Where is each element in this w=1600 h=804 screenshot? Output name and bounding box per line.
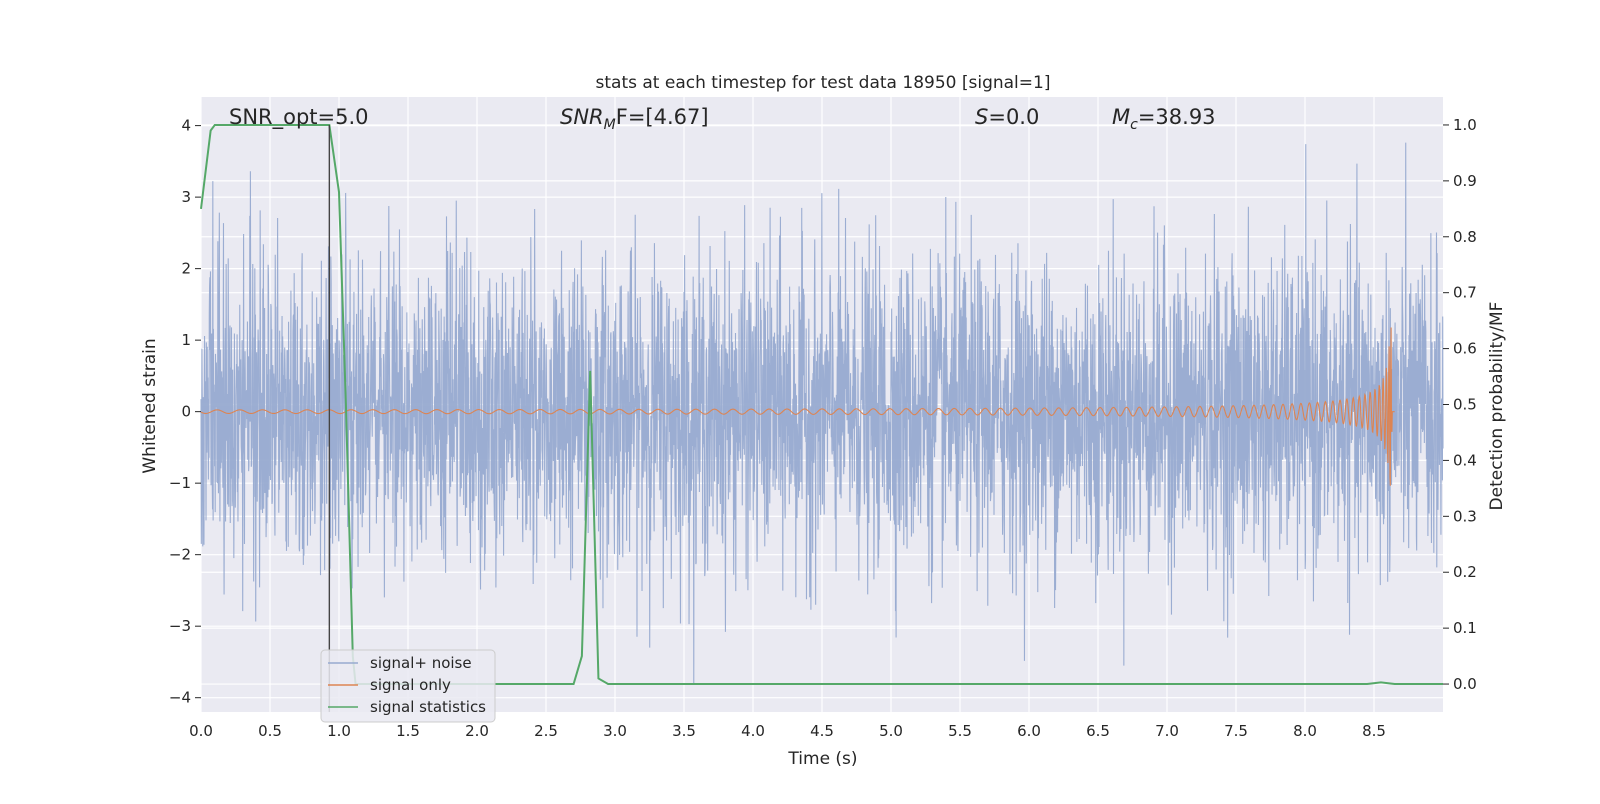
- y-right-tick-label: 0.7: [1453, 284, 1477, 302]
- legend-box: [320, 649, 496, 723]
- x-tick-label: 2.0: [465, 722, 489, 740]
- chart-title: stats at each timestep for test data 189…: [596, 73, 1051, 93]
- x-tick-label: 2.5: [534, 722, 558, 740]
- x-tick-label: 0.0: [189, 722, 213, 740]
- annotation-mc: Mc=38.93: [1112, 105, 1216, 133]
- mc-label: M: [1112, 105, 1130, 129]
- annotation-s: S=0.0: [975, 105, 1039, 129]
- x-tick-label: 8.0: [1293, 722, 1317, 740]
- x-tick-label: 3.0: [603, 722, 627, 740]
- y-axis-label: Whitened strain: [140, 338, 160, 473]
- x-tick-label: 6.0: [1017, 722, 1041, 740]
- y-right-tick-label: 0.1: [1453, 619, 1477, 637]
- legend: signal+ noise signal only signal statist…: [320, 649, 496, 723]
- x-tick-label: 0.5: [258, 722, 282, 740]
- y-tick-label: −3: [169, 617, 191, 635]
- x-axis-label: Time (s): [787, 749, 857, 769]
- y-tick-label: 3: [181, 188, 191, 206]
- y-axis-label-right: Detection probability/MF: [1487, 302, 1507, 511]
- x-tick-label: 6.5: [1086, 722, 1110, 740]
- legend-label-signal-plus-noise: signal+ noise: [370, 654, 472, 672]
- x-tick-label: 7.0: [1155, 722, 1179, 740]
- annotation-snr-mf: SNRMF=[4.67]: [560, 105, 709, 133]
- x-ticks: 0.0 0.5 1.0 1.5 2.0 2.5 3.0 3.5 4.0 4.5 5.0 5.5 6.0 6…: [189, 722, 1386, 740]
- annotation-snr-opt: SNR_opt=5.0: [229, 105, 369, 130]
- mc-subscript: c: [1130, 117, 1138, 133]
- y-ticks-right: 1.0 0.9 0.8 0.7 0.6 0.5 0.4 0.3 0.2 0.1 0.0: [1443, 116, 1477, 693]
- snr-mf-value: F=[4.67]: [616, 105, 709, 129]
- snr-mf-subscript: M: [604, 117, 616, 133]
- y-tick-label: 1: [181, 331, 191, 349]
- x-tick-label: 1.0: [327, 722, 351, 740]
- y-right-tick-label: 1.0: [1453, 116, 1477, 134]
- y-right-tick-label: 0.9: [1453, 172, 1477, 190]
- legend-label-signal-only: signal only: [370, 676, 451, 694]
- x-tick-label: 4.0: [741, 722, 765, 740]
- series-signal-plus-noise: [200, 142, 1444, 684]
- y-right-tick-label: 0.3: [1453, 507, 1477, 525]
- s-value: =0.0: [988, 105, 1039, 129]
- x-tick-label: 5.5: [948, 722, 972, 740]
- legend-label-signal-statistics: signal statistics: [370, 698, 486, 716]
- x-tick-label: 8.5: [1362, 722, 1386, 740]
- y-right-tick-label: 0.6: [1453, 340, 1477, 358]
- y-right-tick-label: 0.2: [1453, 563, 1477, 581]
- series-signal-only: [200, 327, 1395, 486]
- signal-only-line: [200, 327, 1395, 486]
- snr-mf-label: SNR: [560, 105, 604, 129]
- y-tick-label: −2: [169, 546, 191, 564]
- x-tick-label: 5.0: [879, 722, 903, 740]
- s-label: S: [975, 105, 988, 129]
- y-tick-label: −1: [169, 474, 191, 492]
- y-right-tick-label: 0.8: [1453, 228, 1477, 246]
- x-tick-label: 7.5: [1224, 722, 1248, 740]
- y-tick-label: 0: [181, 403, 191, 421]
- plot-area: [200, 97, 1444, 712]
- y-ticks-left: 4 3 2 1 0 −1 −2 −3 −4: [169, 117, 201, 707]
- signal-plus-noise-line: [200, 142, 1444, 684]
- x-tick-label: 4.5: [810, 722, 834, 740]
- mc-value: =38.93: [1138, 105, 1216, 129]
- x-tick-label: 3.5: [672, 722, 696, 740]
- y-tick-label: 4: [181, 117, 191, 135]
- x-tick-label: 1.5: [396, 722, 420, 740]
- y-tick-label: −4: [169, 689, 191, 707]
- y-right-tick-label: 0.5: [1453, 396, 1477, 414]
- y-tick-label: 2: [181, 260, 191, 278]
- y-right-tick-label: 0.0: [1453, 675, 1477, 693]
- y-right-tick-label: 0.4: [1453, 451, 1477, 469]
